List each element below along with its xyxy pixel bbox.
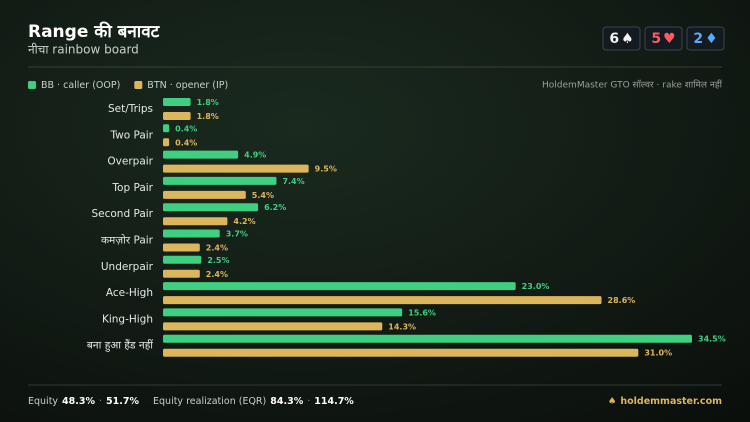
y-tick-label: बना हुआ हैंड नहीं: [87, 339, 153, 353]
value-label: 3.7%: [226, 230, 248, 239]
card-suit: ♠: [621, 31, 634, 47]
card: [686, 26, 725, 51]
value-label: 2.4%: [206, 270, 228, 279]
value-label: 5.4%: [252, 191, 274, 200]
footer-sep: ·: [307, 396, 310, 407]
bar: [163, 296, 602, 305]
brand: ♠ holdemmaster.com: [608, 396, 722, 407]
footer-equity-bb: 48.3%: [62, 396, 95, 407]
card-suit: ♥: [663, 31, 676, 47]
value-label: 34.5%: [698, 335, 726, 344]
bar: [163, 229, 220, 238]
bar: [163, 138, 170, 147]
footer-sep: ·: [99, 396, 102, 407]
bar: [163, 217, 228, 226]
card-rank: 2: [693, 31, 703, 47]
y-tick-label: Overpair: [107, 156, 153, 168]
card-rank: 6: [609, 31, 619, 47]
bar: [163, 176, 277, 185]
footer-eqr-btn: 114.7%: [314, 396, 354, 407]
legend-label: BTN · opener (IP): [147, 80, 228, 91]
bar: [163, 190, 246, 199]
value-label: 14.3%: [388, 322, 416, 331]
footer-equity-label: Equity: [28, 396, 58, 407]
y-tick-label: Two Pair: [109, 129, 153, 141]
value-label: 4.9%: [244, 151, 266, 160]
value-label: 7.4%: [282, 177, 304, 186]
bar: [163, 334, 692, 343]
legend-swatch: [28, 81, 36, 89]
y-tick-label: Underpair: [101, 261, 154, 273]
footer-equity-btn: 51.7%: [106, 396, 139, 407]
value-label: 4.2%: [233, 217, 255, 226]
value-label: 1.8%: [197, 98, 219, 107]
bar: [163, 203, 259, 212]
legend-swatch: [134, 81, 143, 89]
bar: [163, 282, 516, 291]
footer-stats: Equity 48.3% · 51.7% Equity realization (EQR…: [28, 396, 354, 407]
value-label: 0.4%: [175, 124, 197, 133]
bar: [163, 112, 191, 120]
y-tick-label: Ace-High: [106, 287, 153, 299]
chart-title: Range की बनावट: [28, 21, 161, 42]
value-label: 15.6%: [408, 308, 436, 317]
chart-subtitle: नीचा rainbow board: [28, 43, 139, 57]
bar: [163, 308, 403, 317]
value-label: 2.4%: [206, 244, 228, 253]
bar: [163, 348, 639, 357]
bar: [163, 150, 239, 159]
card: [644, 26, 683, 51]
value-label: 2.5%: [207, 256, 229, 265]
card-label: 6 ♠: [609, 31, 633, 47]
card-suit: ♦: [705, 31, 718, 47]
note: HoldemMaster GTO सॉल्वर · rake शामिल नही…: [542, 79, 723, 91]
y-tick-label: Top Pair: [111, 182, 153, 194]
y-tick-label: Second Pair: [91, 208, 153, 220]
card-label: 5 ♥: [651, 31, 675, 47]
bar: [163, 98, 191, 106]
value-label: 23.0%: [522, 282, 550, 291]
value-label: 6.2%: [264, 203, 286, 212]
footer-eqr-bb: 84.3%: [270, 396, 303, 407]
value-label: 9.5%: [315, 165, 337, 174]
value-label: 1.8%: [197, 112, 219, 121]
bar: [163, 164, 309, 173]
brand-name: holdemmaster.com: [620, 396, 722, 407]
value-label: 0.4%: [175, 138, 197, 147]
card-label: 2 ♦: [693, 31, 717, 47]
footer-eqr-label: Equity realization (EQR): [153, 396, 266, 407]
bar: [163, 269, 200, 278]
bar: [163, 124, 170, 133]
y-tick-label: कमज़ोर Pair: [101, 234, 154, 247]
brand-icon: ♠: [608, 396, 617, 407]
bar: [163, 243, 200, 252]
value-label: 31.0%: [644, 349, 672, 358]
bar: [163, 255, 202, 264]
value-label: 28.6%: [608, 296, 636, 305]
card-rank: 5: [651, 31, 661, 47]
card: [602, 26, 641, 51]
legend-label: BB · caller (OOP): [41, 80, 120, 91]
footer: Equity 48.3% · 51.7% Equity realization (EQR…: [28, 396, 722, 407]
bar: [163, 322, 383, 331]
y-tick-label: King-High: [102, 313, 153, 325]
y-tick-label: Set/Trips: [108, 103, 153, 115]
